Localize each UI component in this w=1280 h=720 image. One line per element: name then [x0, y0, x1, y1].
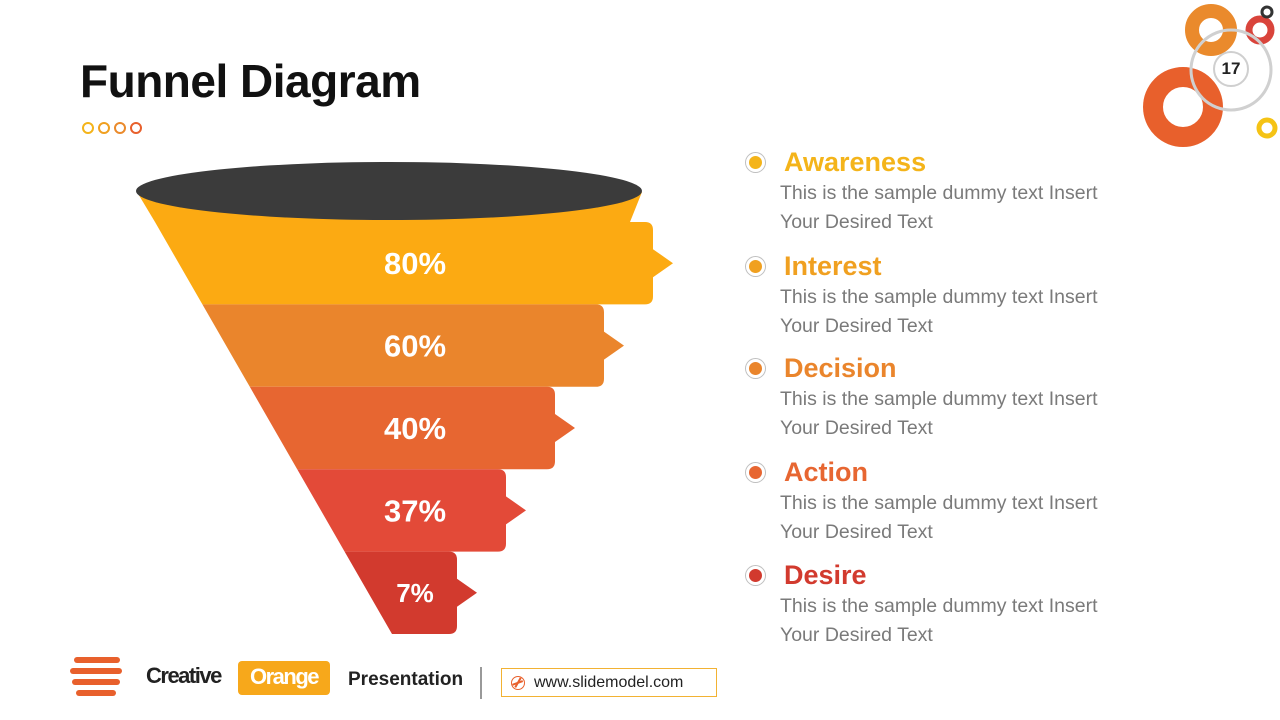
stage-description: This is the sample dummy text Insert You…	[780, 388, 1098, 439]
website-link[interactable]: www.slidemodel.com	[501, 668, 717, 697]
slide-title: Funnel Diagram	[80, 55, 421, 107]
deco-ring-outline	[1189, 28, 1273, 112]
funnel-diagram: 80% 60% 40% 37% 7%	[136, 162, 673, 634]
stage-bullet	[746, 257, 765, 276]
stage-title: Awareness	[784, 147, 927, 177]
stage-description: This is the sample dummy text Insert You…	[780, 286, 1098, 337]
funnel-level-label-5: 7%	[396, 578, 434, 608]
stage-bullet	[746, 153, 765, 172]
stage-bullet	[746, 359, 765, 378]
funnel-level-4	[297, 469, 526, 552]
funnel-level-label-2: 60%	[384, 329, 446, 364]
funnel-level-label-3: 40%	[384, 411, 446, 446]
logo-line-1	[74, 657, 120, 663]
decor-ring-2	[98, 122, 110, 134]
stage-description: This is the sample dummy text Insert You…	[780, 595, 1098, 646]
stage-description: This is the sample dummy text Insert You…	[780, 182, 1098, 233]
funnel-level-label-1: 80%	[384, 246, 446, 281]
decor-ring-1	[82, 122, 94, 134]
stage-title: Interest	[784, 251, 882, 281]
stage-description: This is the sample dummy text Insert You…	[780, 492, 1098, 543]
decor-ring-4	[130, 122, 142, 134]
website-url: www.slidemodel.com	[534, 673, 684, 691]
logo-line-4	[76, 690, 116, 696]
decor-ring-3	[114, 122, 126, 134]
funnel-level-label-4: 37%	[384, 493, 446, 528]
footer-divider	[480, 667, 482, 699]
brand-orange: Orange	[238, 661, 330, 695]
funnel-level-3	[249, 386, 576, 470]
title-dots-decoration	[82, 122, 142, 134]
funnel-level-1	[155, 222, 673, 305]
menu-lines-logo	[70, 657, 122, 701]
page-number: 17	[1213, 51, 1249, 87]
logo-line-3	[72, 679, 120, 685]
stage-title: Decision	[784, 353, 897, 383]
deco-ring-yellow	[1256, 117, 1278, 139]
brand-presentation: Presentation	[348, 669, 464, 690]
deco-ring-tiny-dark	[1260, 5, 1274, 19]
funnel-level-2	[202, 304, 624, 387]
logo-line-2	[70, 668, 122, 674]
dribbble-icon	[511, 675, 525, 690]
deco-ring-large	[1143, 67, 1223, 147]
stage-title: Desire	[784, 560, 867, 590]
stage-bullet	[746, 566, 765, 585]
corner-rings-decoration	[1143, 4, 1278, 147]
stage-title: Action	[784, 457, 868, 487]
funnel-level-5	[344, 551, 477, 634]
brand-creative: Creative	[146, 663, 222, 688]
stage-bullet	[746, 463, 765, 482]
funnel-top-opening	[136, 162, 642, 220]
